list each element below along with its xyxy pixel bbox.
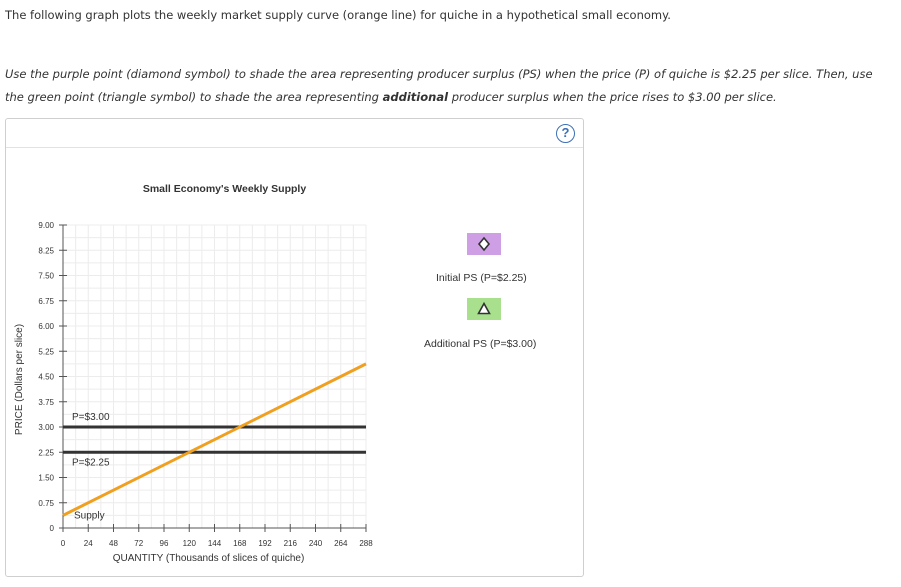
instruction-bold: additional [382,90,449,104]
x-tick-label: 264 [334,539,348,548]
y-tick-label: 8.25 [38,246,54,255]
supply-curve-label: Supply [74,510,105,521]
y-tick-label: 3.75 [38,398,54,407]
instruction-text-1: Use the purple point (diamond symbol) to… [5,67,873,104]
triangle-icon [467,298,501,320]
x-tick-label: 96 [160,539,169,548]
question-instruction: Use the purple point (diamond symbol) to… [5,63,890,109]
supply-curve[interactable] [62,362,367,517]
y-tick-label: 1.50 [38,474,54,483]
x-tick-label: 144 [208,539,222,548]
graph-panel: ? Small Economy's Weekly Supply 0 0.75 1.50… [5,118,584,577]
legend-green-triangle-point[interactable] [467,298,501,320]
chart-title: Small Economy's Weekly Supply [143,183,307,195]
x-tick-label: 288 [359,539,373,548]
x-tick-label: 72 [134,539,143,548]
x-tick-label: 120 [183,539,197,548]
supply-chart[interactable]: Small Economy's Weekly Supply 0 0.75 1.50 2.… [6,119,581,574]
x-tick-label: 0 [61,539,66,548]
x-tick-label: 48 [109,539,118,548]
y-axis-label: PRICE (Dollars per slice) [14,324,25,435]
y-tick-label: 0.75 [38,499,54,508]
x-tick-label: 192 [258,539,272,548]
price-line-label: P=$3.00 [72,412,110,423]
help-button[interactable]: ? [556,124,575,143]
y-tick-label: 5.25 [38,347,54,356]
y-tick-label: 9.00 [38,221,54,230]
y-tick-label: 7.50 [38,272,54,281]
question-intro: The following graph plots the weekly mar… [5,8,671,22]
instruction-text-2: producer surplus when the price rises to… [448,90,777,104]
x-tick-label: 240 [309,539,323,548]
legend-label-additional-ps: Additional PS (P=$3.00) [424,338,537,350]
legend-purple-diamond-point[interactable] [467,233,501,255]
x-tick-label: 24 [84,539,93,548]
y-tick-label: 0 [50,524,55,533]
y-tick-label: 6.75 [38,297,54,306]
diamond-icon [467,233,501,255]
y-tick-label: 4.50 [38,373,54,382]
panel-divider [6,147,583,148]
x-tick-label: 168 [233,539,247,548]
legend-label-initial-ps: Initial PS (P=$2.25) [436,272,527,284]
price-line-label: P=$2.25 [72,457,110,468]
y-tick-label: 3.00 [38,423,54,432]
x-axis-label: QUANTITY (Thousands of slices of quiche) [113,553,305,564]
x-tick-label: 216 [284,539,298,548]
y-tick-label: 6.00 [38,322,54,331]
y-tick-label: 2.25 [38,448,54,457]
